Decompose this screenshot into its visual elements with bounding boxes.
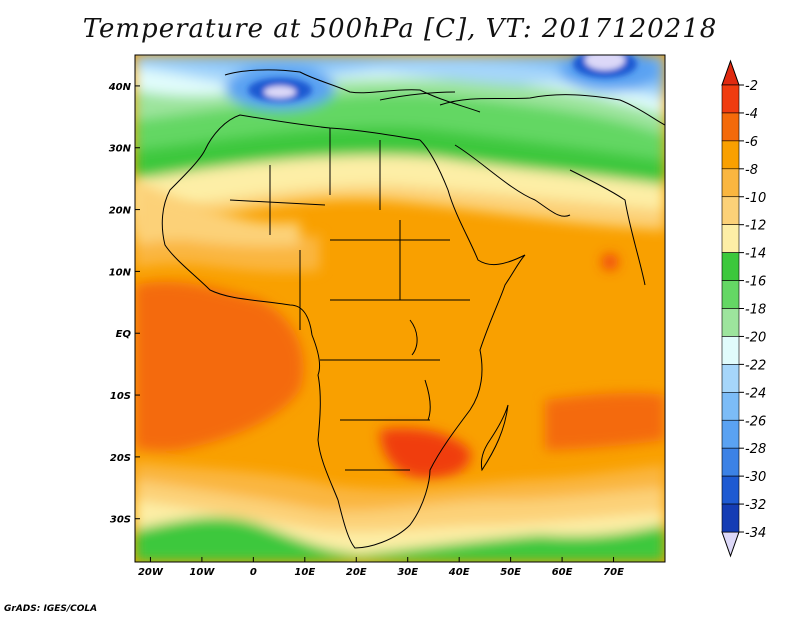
lat-tick-label: 20N <box>109 206 132 217</box>
temperature-field <box>135 55 665 562</box>
colorbar-label: -16 <box>745 275 766 290</box>
lat-tick-label: EQ <box>116 329 132 340</box>
colorbar-segment <box>721 196 740 225</box>
axis-ticks: 20W 10W 0 10E 20E 30E 40E 50E 60E 70E 40N 30N 20N 10N… <box>108 82 624 578</box>
lon-tick-label: 50E <box>500 567 521 578</box>
colorbar-label: -10 <box>745 191 766 206</box>
lon-tick-label: 70E <box>603 567 624 578</box>
lat-tick-label: 10N <box>109 267 132 278</box>
colorbar-label: -6 <box>745 135 758 150</box>
lon-tick-label: 40E <box>448 567 470 578</box>
lat-tick-label: 10S <box>110 391 131 402</box>
lon-tick-label: 20E <box>346 567 367 578</box>
map-frame <box>134 54 666 563</box>
chart-title: Temperature at 500hPa [C], VT: 201712021… <box>82 14 718 44</box>
colorbar-label: -34 <box>745 526 766 541</box>
colorbar-segment <box>721 280 740 309</box>
colorbar-label: -4 <box>745 107 758 122</box>
lat-tick-label: 30S <box>110 515 131 526</box>
lon-tick-label: 10E <box>294 567 315 578</box>
colorbar-segment <box>721 168 740 198</box>
colorbar-segment <box>721 252 740 281</box>
coastline-outline <box>161 69 665 549</box>
colorbar-label: -22 <box>745 358 766 373</box>
colorbar-segment <box>721 84 740 114</box>
colorbar-label: -28 <box>745 442 766 457</box>
colorbar-top-arrow <box>721 59 740 86</box>
colorbar-segment <box>721 364 740 393</box>
colorbar-label: -26 <box>745 414 766 429</box>
colorbar-segment <box>721 112 740 142</box>
colorbar-label: -18 <box>745 303 766 318</box>
lat-tick-label: 40N <box>108 82 132 93</box>
colorbar-segment <box>721 503 740 533</box>
credit-label: GrADS: IGES/COLA <box>4 604 98 614</box>
lon-tick-label: 60E <box>552 567 573 578</box>
colorbar-label: -24 <box>745 386 766 401</box>
colorbar-segment <box>721 308 740 337</box>
colorbar: -2 -4 -6 -8 -10 -12 -14 -16 -18 -20 -22 -24 -26 -28 -3… <box>721 59 766 558</box>
colorbar-segment <box>721 475 740 505</box>
colorbar-segment <box>721 447 740 477</box>
lon-tick-label: 30E <box>397 567 418 578</box>
colorbar-segment <box>721 140 740 170</box>
colorbar-bottom-arrow <box>721 531 740 558</box>
lat-tick-label: 20S <box>110 453 131 464</box>
colorbar-segment <box>721 336 740 365</box>
colorbar-label: -32 <box>745 498 766 513</box>
colorbar-label: -30 <box>745 470 766 485</box>
colorbar-segment <box>721 419 740 449</box>
colorbar-label: -20 <box>745 330 766 345</box>
lon-tick-label: 0 <box>250 567 257 578</box>
colorbar-label: -12 <box>745 219 766 234</box>
lon-tick-label: 10W <box>189 567 215 578</box>
colorbar-label: -8 <box>745 163 758 178</box>
colorbar-label: -14 <box>745 247 766 262</box>
lat-tick-label: 30N <box>109 144 132 155</box>
colorbar-segment <box>721 392 740 421</box>
colorbar-label: -2 <box>745 79 758 94</box>
colorbar-segment <box>721 224 740 253</box>
lon-tick-label: 20W <box>138 567 164 578</box>
